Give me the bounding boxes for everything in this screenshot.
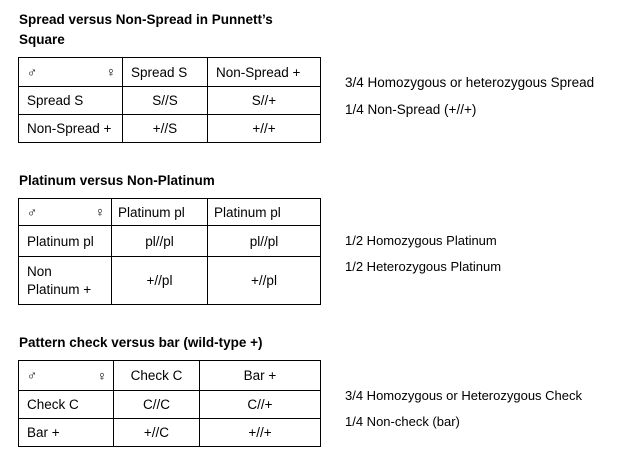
female-symbol: ♀	[94, 204, 105, 220]
genotype-cell: C//+	[199, 390, 321, 419]
ratio-note: 1/4 Non-check (bar)	[345, 414, 460, 429]
column-header: Non-Spread +	[207, 57, 321, 87]
column-header: Check C	[113, 360, 200, 391]
male-symbol: ♂	[27, 64, 38, 80]
corner-cell: ♂ ♀	[18, 57, 123, 87]
column-header: Platinum pl	[111, 198, 208, 226]
column-header: Spread S	[122, 57, 208, 87]
row-header: Spread S	[18, 86, 123, 115]
male-symbol: ♂	[27, 368, 38, 383]
genotype-cell: +//pl	[207, 256, 321, 305]
row-header: Check C	[18, 390, 114, 419]
table-row: Spread S S//S S//+	[18, 86, 321, 115]
table-row: Platinum pl pl//pl pl//pl	[18, 225, 321, 257]
genotype-cell: C//C	[113, 390, 200, 419]
ratio-note: 1/2 Homozygous Platinum	[345, 233, 497, 248]
column-header: Platinum pl	[207, 198, 321, 226]
genotype-cell: +//+	[207, 114, 321, 143]
corner-cell: ♂ ♀	[18, 360, 114, 391]
row-header: Non Platinum +	[18, 256, 112, 305]
section-title-spread: Spread versus Non-Spread in Punnett’s Sq…	[19, 12, 273, 47]
section-title-pattern: Pattern check versus bar (wild-type +)	[19, 335, 263, 350]
table-row: Non Platinum + +//pl +//pl	[18, 256, 321, 305]
punnett-table-spread: ♂ ♀ Spread S Non-Spread + Spread S S//S S…	[18, 57, 321, 143]
row-header: Non-Spread +	[18, 114, 123, 143]
row-header: Bar +	[18, 418, 114, 447]
genotype-cell: +//S	[122, 114, 208, 143]
punnett-table-pattern: ♂ ♀ Check C Bar + Check C C//C C//+ Bar +…	[18, 360, 321, 447]
ratio-note: 3/4 Homozygous or Heterozygous Check	[345, 388, 583, 403]
column-header: Bar +	[199, 360, 321, 391]
table-row: Check C C//C C//+	[18, 390, 321, 419]
genotype-cell: +//C	[113, 418, 200, 447]
ratio-note: 1/4 Non-Spread (+//+)	[345, 102, 477, 117]
table-row: Non-Spread + +//S +//+	[18, 114, 321, 143]
genotype-cell: pl//pl	[111, 225, 208, 257]
female-symbol: ♀	[96, 368, 107, 383]
genotype-cell: S//S	[122, 86, 208, 115]
section-title-platinum: Platinum versus Non-Platinum	[19, 173, 215, 188]
male-symbol: ♂	[27, 204, 38, 220]
genotype-cell: pl//pl	[207, 225, 321, 257]
table-row: Bar + +//C +//+	[18, 418, 321, 447]
genotype-cell: +//pl	[111, 256, 208, 305]
corner-cell: ♂ ♀	[18, 198, 112, 226]
genotype-cell: S//+	[207, 86, 321, 115]
ratio-note: 1/2 Heterozygous Platinum	[345, 259, 502, 274]
row-header: Platinum pl	[18, 225, 112, 257]
ratio-note: 3/4 Homozygous or heterozygous Spread	[345, 75, 595, 90]
punnett-table-platinum: ♂ ♀ Platinum pl Platinum pl Platinum pl p…	[18, 198, 321, 305]
female-symbol: ♀	[105, 64, 116, 80]
genotype-cell: +//+	[199, 418, 321, 447]
